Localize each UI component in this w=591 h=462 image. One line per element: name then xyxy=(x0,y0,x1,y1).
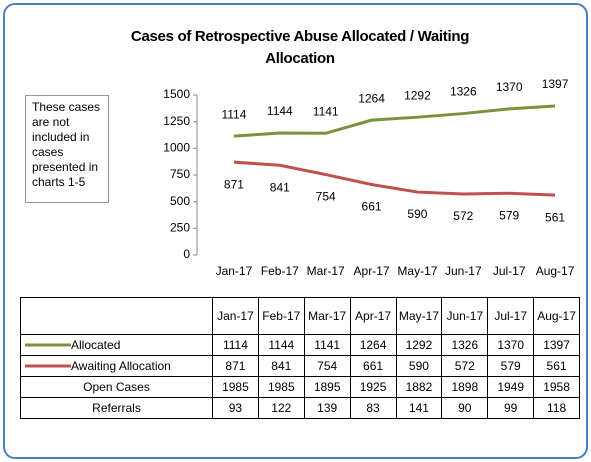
note: These cases are not included in cases pr… xyxy=(25,95,109,203)
value-cell: 141 xyxy=(395,397,443,419)
value-cell: 1925 xyxy=(349,376,397,398)
chart-title: Cases of Retrospective Abuse Allocated /… xyxy=(130,28,470,67)
header-cell: Aug-17 xyxy=(533,297,580,335)
value-cell: 1985 xyxy=(257,376,305,398)
table-row: Referrals 93 122 139 83 141 90 99 118 xyxy=(20,397,580,419)
data-label: 1397 xyxy=(542,77,569,91)
data-table: Jan-17 Feb-17 Mar-17 Apr-17 May-17 Jun-17 Jul-… xyxy=(20,297,580,419)
row-label: Open Cases xyxy=(20,376,213,398)
value-cell: 93 xyxy=(212,397,259,419)
legend-cell: Allocated xyxy=(20,334,213,356)
x-tick-label: Mar-17 xyxy=(307,264,345,278)
data-label: 561 xyxy=(545,210,565,224)
value-cell: 841 xyxy=(257,355,305,377)
value-cell: 871 xyxy=(212,355,259,377)
value-cell: 1895 xyxy=(303,376,351,398)
header-cell: Jun-17 xyxy=(441,297,489,335)
data-label: 841 xyxy=(270,180,290,194)
header-cell: May-17 xyxy=(395,297,443,335)
data-label: 1141 xyxy=(313,104,339,118)
value-cell: 99 xyxy=(487,397,535,419)
data-label: 754 xyxy=(316,190,336,204)
x-tick-label: Apr-17 xyxy=(354,264,390,278)
value-cell: 1141 xyxy=(303,334,351,356)
value-cell: 83 xyxy=(349,397,397,419)
data-label: 1292 xyxy=(404,88,431,102)
legend-swatch xyxy=(25,364,71,368)
y-tick-label: 0 xyxy=(183,247,190,261)
value-cell: 1326 xyxy=(441,334,489,356)
y-tick-label: 1250 xyxy=(163,114,190,128)
legend-text: Awaiting Allocation xyxy=(71,358,171,373)
table-row: Open Cases 1985 1985 1895 1925 1882 1898 1949 19… xyxy=(20,376,580,398)
header-cell: Mar-17 xyxy=(303,297,351,335)
data-label: 1264 xyxy=(358,91,385,105)
value-cell: 661 xyxy=(349,355,397,377)
header-cell: Apr-17 xyxy=(349,297,397,335)
value-cell: 1397 xyxy=(533,334,580,356)
x-tick-label: Feb-17 xyxy=(261,264,299,278)
row-label: Referrals xyxy=(20,397,213,419)
y-tick-label: 750 xyxy=(170,167,190,181)
data-label: 1370 xyxy=(496,80,523,94)
value-cell: 1114 xyxy=(212,334,259,356)
value-cell: 1264 xyxy=(349,334,397,356)
line xyxy=(233,160,556,197)
data-label: 1144 xyxy=(267,104,293,118)
corner-cell xyxy=(20,297,213,335)
x-tick-label: Jan-17 xyxy=(216,264,253,278)
y-tick-label: 1500 xyxy=(163,87,190,101)
series-row: Allocated 1114 1144 1141 1264 1292 1326 1370 139… xyxy=(20,334,580,356)
header-row: Jan-17 Feb-17 Mar-17 Apr-17 May-17 Jun-17 Jul-… xyxy=(20,297,580,335)
data-label: 1326 xyxy=(450,85,477,99)
frame xyxy=(3,3,588,459)
header-cell: Jan-17 xyxy=(212,297,259,335)
value-cell: 118 xyxy=(533,397,580,419)
value-cell: 90 xyxy=(441,397,489,419)
data-label: 579 xyxy=(499,208,519,222)
value-cell: 1144 xyxy=(257,334,305,356)
legend-swatch xyxy=(25,343,71,347)
header-cell: Jul-17 xyxy=(487,297,535,335)
x-tick-label: May-17 xyxy=(397,264,437,278)
data-label: 590 xyxy=(407,207,427,221)
legend-text: Allocated xyxy=(71,337,121,352)
value-cell: 139 xyxy=(303,397,351,419)
value-cell: 1949 xyxy=(487,376,535,398)
value-cell: 1292 xyxy=(395,334,443,356)
data-label: 661 xyxy=(362,200,382,214)
value-cell: 1882 xyxy=(395,376,443,398)
legend-cell: Awaiting Allocation xyxy=(20,355,213,377)
value-cell: 590 xyxy=(395,355,443,377)
line xyxy=(233,104,556,138)
value-cell: 1985 xyxy=(212,376,259,398)
x-tick-label: Jun-17 xyxy=(445,264,482,278)
y-tick-label: 500 xyxy=(170,194,190,208)
y-tick-label: 250 xyxy=(170,221,190,235)
x-tick-label: Aug-17 xyxy=(536,264,575,278)
value-cell: 1958 xyxy=(533,376,580,398)
x-tick-label: Jul-17 xyxy=(493,264,526,278)
value-cell: 1370 xyxy=(487,334,535,356)
value-cell: 1898 xyxy=(441,376,489,398)
y-tick-label: 1000 xyxy=(163,141,190,155)
value-cell: 754 xyxy=(303,355,351,377)
series-row: Awaiting Allocation 871 841 754 661 590 572 579… xyxy=(20,355,580,377)
value-cell: 122 xyxy=(257,397,305,419)
data-label: 1114 xyxy=(221,107,246,121)
value-cell: 572 xyxy=(441,355,489,377)
value-cell: 579 xyxy=(487,355,535,377)
data-label: 871 xyxy=(224,177,244,191)
value-cell: 561 xyxy=(533,355,580,377)
header-cell: Feb-17 xyxy=(257,297,305,335)
data-label: 572 xyxy=(453,209,473,223)
